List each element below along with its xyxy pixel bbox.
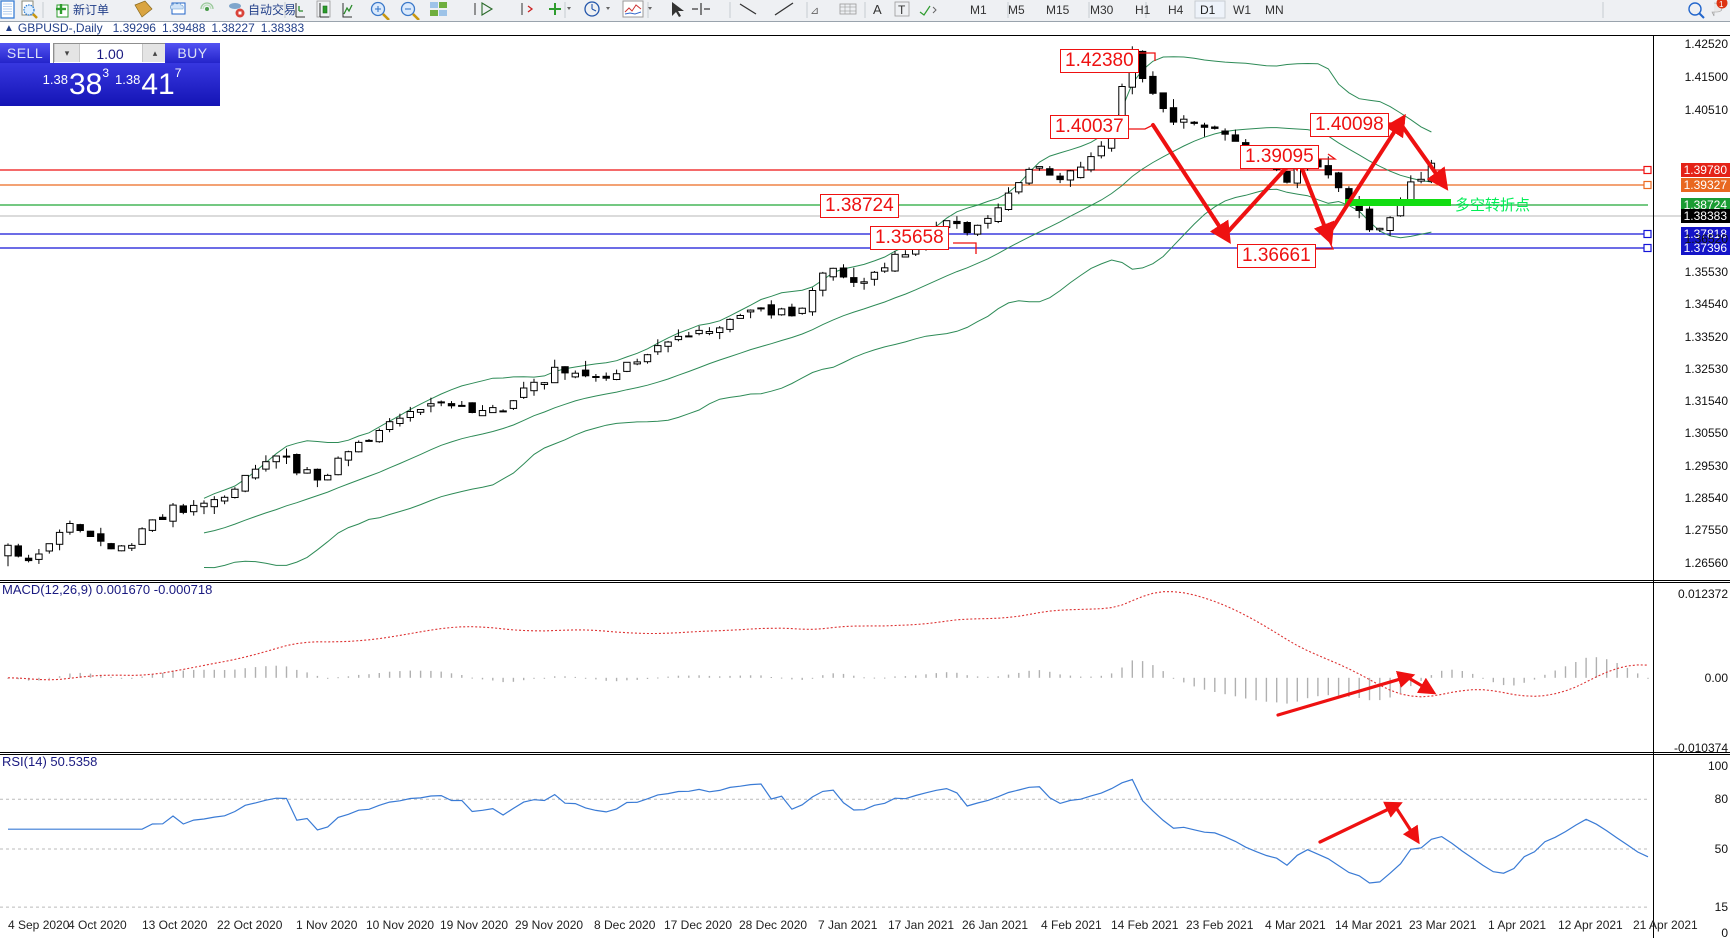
svg-text:W1: W1 xyxy=(1233,3,1251,17)
svg-text:MN: MN xyxy=(1265,3,1284,17)
svg-text:M15: M15 xyxy=(1046,3,1070,17)
svg-text:T: T xyxy=(898,3,906,17)
svg-text:D1: D1 xyxy=(1200,3,1216,17)
svg-text:H4: H4 xyxy=(1168,3,1184,17)
svg-text:新订单: 新订单 xyxy=(73,2,109,17)
svg-text:H1: H1 xyxy=(1135,3,1151,17)
svg-text:自动交易: 自动交易 xyxy=(248,2,296,17)
svg-text:⊿: ⊿ xyxy=(810,5,819,17)
svg-text:A: A xyxy=(873,2,882,17)
svg-text:M5: M5 xyxy=(1008,3,1025,17)
svg-text:1: 1 xyxy=(1719,0,1724,9)
svg-text:M30: M30 xyxy=(1090,3,1114,17)
svg-text:多空转折点: 多空转折点 xyxy=(1455,197,1530,214)
svg-text:M1: M1 xyxy=(970,3,987,17)
